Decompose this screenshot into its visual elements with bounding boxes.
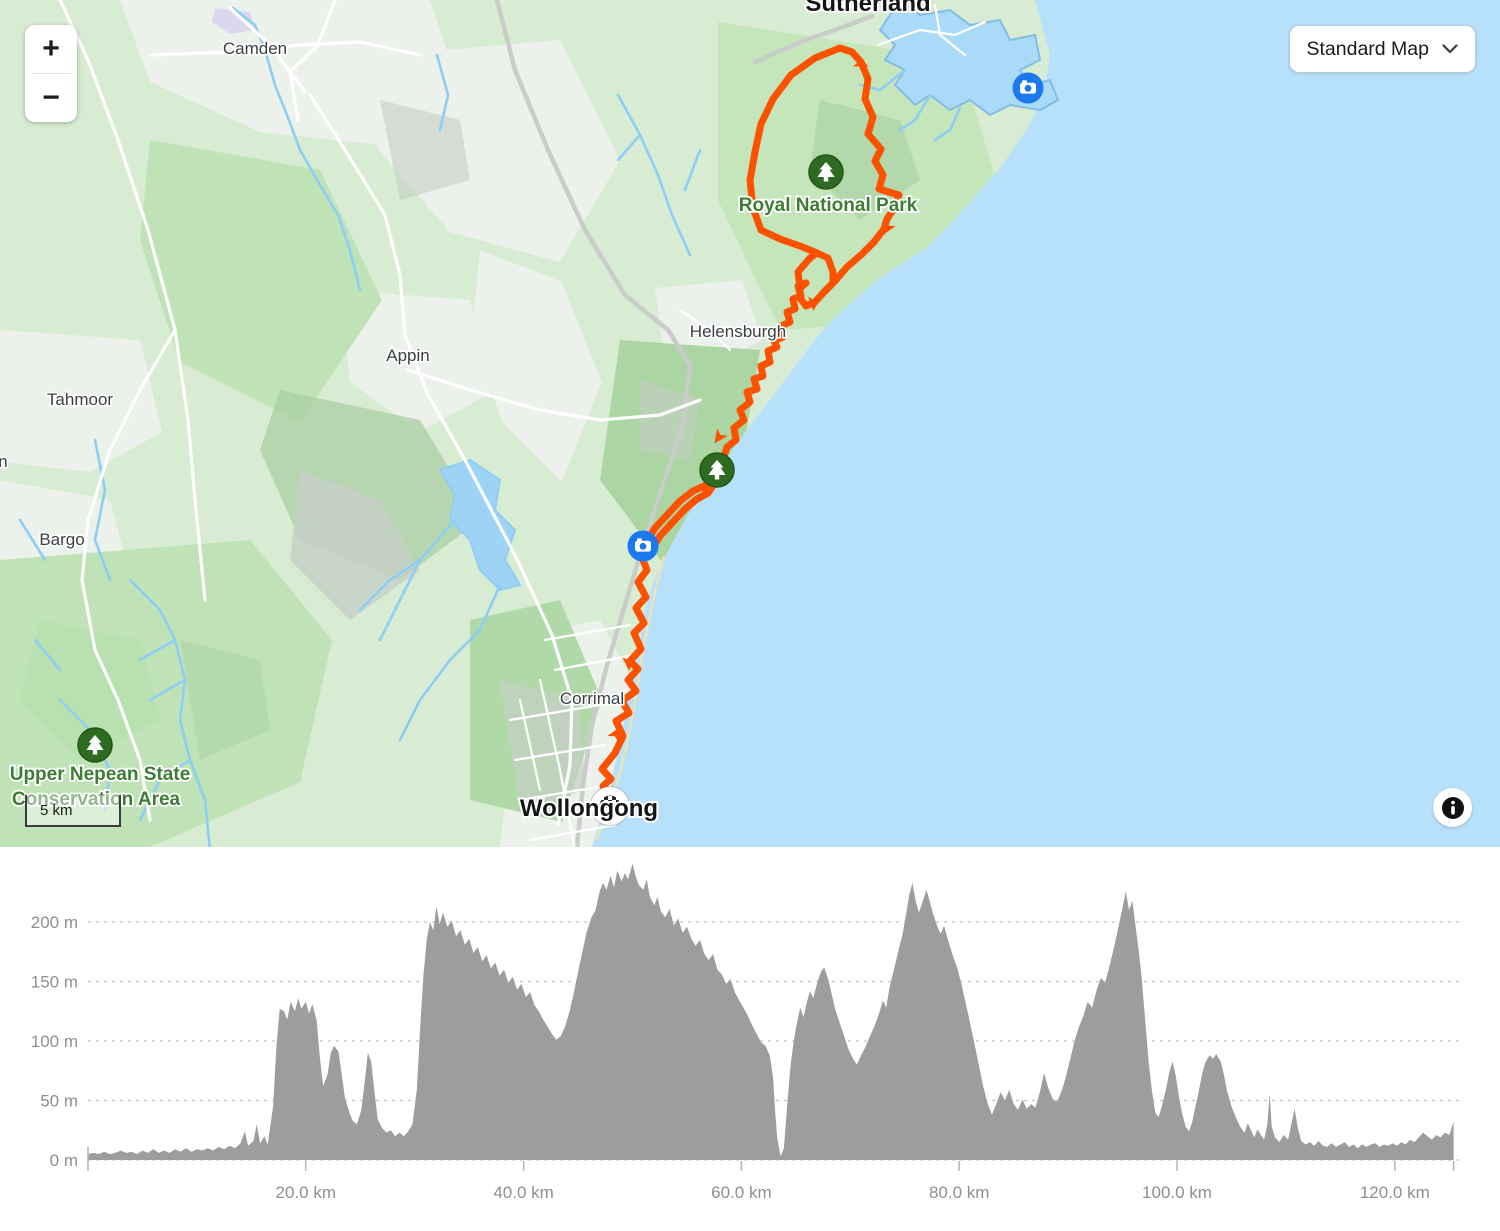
x-axis-tick-label: 40.0 km [493, 1183, 553, 1202]
park-icon [808, 154, 844, 190]
map-container: Sutherland Camden Appin Tahmoor Bargo n Helens… [0, 0, 1500, 847]
photo-marker-icon[interactable] [1012, 72, 1044, 104]
x-axis-tick-label: 60.0 km [711, 1183, 771, 1202]
map-label-town: Bargo [39, 530, 84, 549]
elevation-chart-canvas[interactable]: 0 m 50 m 100 m 150 m 200 m 20.0 km 40.0 km 60.0… [0, 847, 1500, 1231]
zoom-divider [31, 73, 71, 74]
map-label-town: n [0, 452, 8, 471]
map-label-town: Corrimal [560, 689, 624, 708]
park-icon [699, 452, 735, 488]
finish-marker [589, 785, 631, 827]
map-label-town: Tahmoor [47, 390, 113, 409]
map-style-button[interactable]: Standard Map [1289, 26, 1475, 72]
y-axis-tick-label: 200 m [31, 913, 78, 932]
y-axis-tick-label: 0 m [50, 1151, 78, 1170]
y-axis-tick-label: 100 m [31, 1032, 78, 1051]
map-forest-areas [0, 8, 1002, 847]
map-label-town: Helensburgh [690, 322, 786, 341]
route-direction-arrows [607, 54, 896, 743]
map-zoom-control: + − [25, 25, 77, 122]
chevron-down-icon [1442, 44, 1458, 54]
zoom-out-button[interactable]: − [42, 81, 60, 114]
map-label-city: Wollongong [520, 795, 658, 822]
map-scale-label: 5 km [40, 801, 73, 819]
map-label-park: Royal National Park [739, 195, 918, 216]
photo-marker-icon[interactable] [627, 530, 659, 562]
map-label-town: Camden [223, 39, 287, 58]
map-attribution-button[interactable] [1433, 788, 1472, 827]
map-canvas[interactable]: Sutherland Camden Appin Tahmoor Bargo n Helens… [0, 0, 1500, 847]
map-label-park: Conservation Area [12, 789, 181, 810]
y-axis-tick-label: 150 m [31, 973, 78, 992]
elevation-area [88, 863, 1454, 1160]
map-label-city: Sutherland [805, 0, 930, 17]
map-label-park: Upper Nepean State [10, 764, 191, 785]
map-ocean [592, 0, 1500, 847]
y-axis-tick-label: 50 m [40, 1092, 78, 1111]
x-axis-tick-label: 20.0 km [276, 1183, 336, 1202]
map-label-town: Appin [386, 346, 429, 365]
elevation-profile: 0 m 50 m 100 m 150 m 200 m 20.0 km 40.0 km 60.0… [0, 847, 1500, 1231]
x-axis-tick-label: 80.0 km [929, 1183, 989, 1202]
x-axis-tick-label: 100.0 km [1142, 1183, 1212, 1202]
map-rivers [18, 6, 702, 847]
map-style-label: Standard Map [1306, 37, 1430, 60]
x-axis-tick-label: 120.0 km [1360, 1183, 1430, 1202]
map-scale-bar: 5 km [25, 795, 121, 827]
info-icon [1441, 796, 1464, 819]
map-roads [58, 0, 987, 847]
zoom-in-button[interactable]: + [42, 32, 60, 65]
park-icon [77, 727, 113, 763]
